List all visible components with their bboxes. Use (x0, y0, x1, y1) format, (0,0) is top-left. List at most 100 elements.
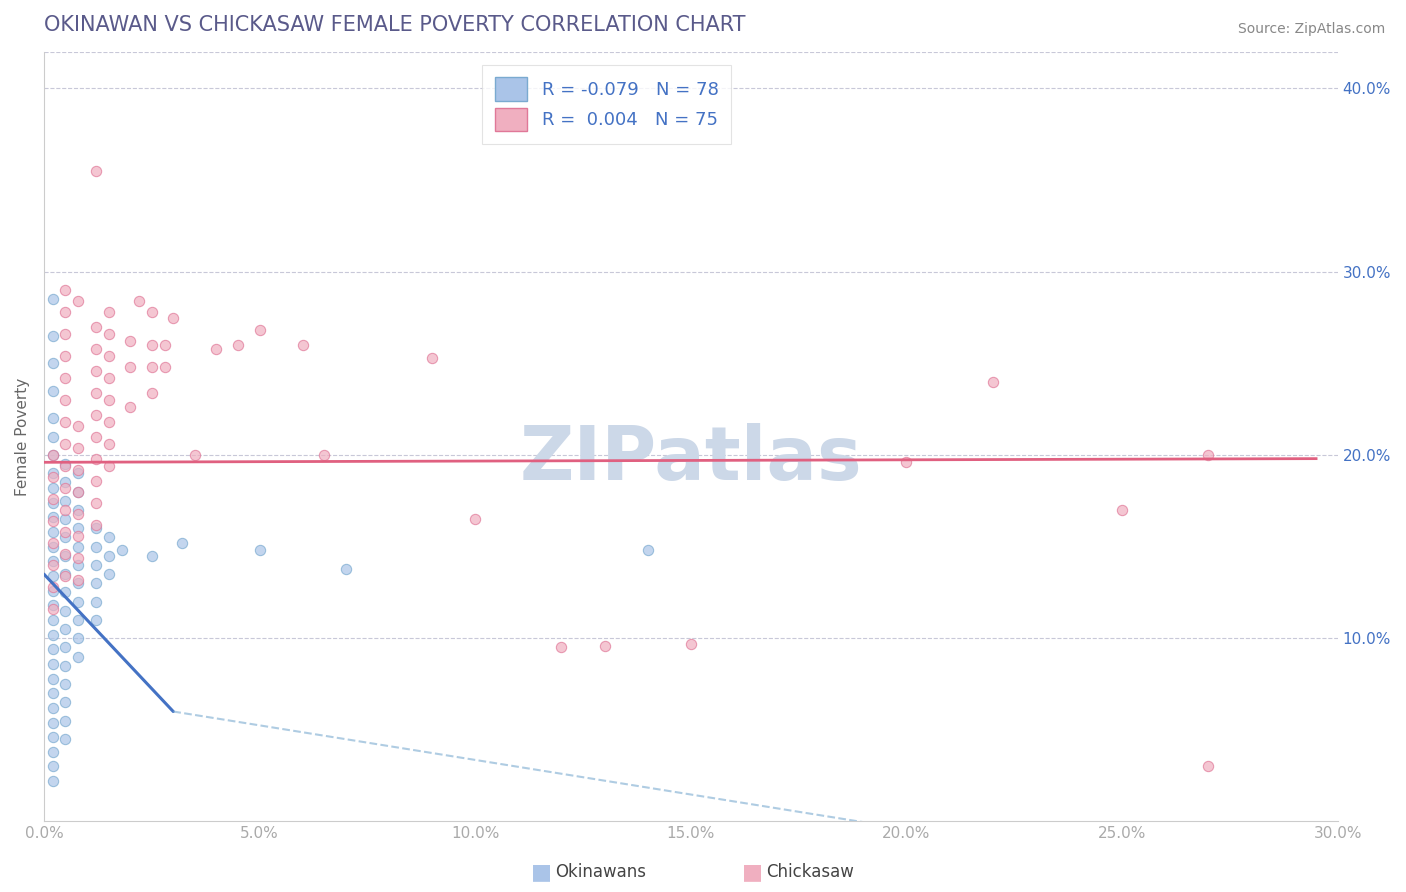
Point (67, 558, 90, 572)
Point (67, 649, 90, 664)
Point (41, 448, 63, 462)
Text: ■: ■ (742, 863, 762, 882)
Point (84, 474, 107, 488)
Point (84, 576, 107, 591)
Point (120, 359, 142, 374)
Point (41, 672, 63, 686)
Point (67, 613, 90, 627)
Y-axis label: Female Poverty: Female Poverty (15, 377, 30, 496)
Point (314, 448, 336, 462)
Point (55, 326, 77, 341)
Point (41, 467, 63, 481)
Point (41, 536, 63, 550)
Text: Source: ZipAtlas.com: Source: ZipAtlas.com (1237, 22, 1385, 37)
Point (84, 385, 107, 400)
Text: OKINAWAN VS CHICKASAW FEMALE POVERTY CORRELATION CHART: OKINAWAN VS CHICKASAW FEMALE POVERTY COR… (44, 15, 745, 35)
Point (637, 543, 659, 558)
Point (41, 599, 63, 613)
Point (110, 543, 132, 558)
Point (97, 549, 120, 563)
Point (84, 495, 107, 509)
Point (41, 514, 63, 528)
Point (67, 484, 90, 499)
Point (67, 441, 90, 455)
Point (41, 448, 63, 462)
Point (67, 467, 90, 481)
Point (41, 627, 63, 641)
Point (84, 451, 107, 466)
Point (162, 310, 184, 325)
Point (55, 547, 77, 561)
Point (55, 585, 77, 599)
Point (184, 448, 207, 462)
Point (55, 531, 77, 545)
Point (120, 334, 142, 349)
Text: Chickasaw: Chickasaw (766, 863, 855, 881)
Point (41, 759, 63, 773)
Point (41, 292, 63, 306)
Point (141, 338, 163, 352)
Point (141, 305, 163, 319)
Point (41, 657, 63, 671)
Point (67, 631, 90, 645)
Point (55, 677, 77, 691)
Point (84, 517, 107, 532)
Point (84, 540, 107, 554)
Point (41, 554, 63, 568)
Text: Okinawans: Okinawans (555, 863, 647, 881)
Point (55, 549, 77, 563)
Point (55, 349, 77, 363)
Point (41, 430, 63, 444)
Point (153, 359, 176, 374)
Point (55, 493, 77, 508)
Point (97, 371, 120, 385)
Point (84, 521, 107, 535)
Point (55, 512, 77, 526)
Point (141, 359, 163, 374)
Point (84, 430, 107, 444)
Point (41, 540, 63, 554)
Point (97, 349, 120, 363)
Point (97, 415, 120, 429)
Point (97, 305, 120, 319)
Point (41, 558, 63, 572)
Point (97, 458, 120, 473)
Point (55, 567, 77, 582)
Point (97, 392, 120, 407)
Point (55, 457, 77, 471)
Point (55, 305, 77, 319)
Point (41, 715, 63, 730)
Point (97, 531, 120, 545)
Point (291, 338, 314, 352)
Point (981, 375, 1004, 389)
Point (120, 401, 142, 415)
Point (55, 503, 77, 517)
Point (67, 540, 90, 554)
Point (67, 484, 90, 499)
Point (55, 415, 77, 429)
Point (41, 602, 63, 616)
Point (67, 521, 90, 535)
Point (141, 549, 163, 563)
Point (249, 323, 271, 337)
Point (84, 319, 107, 334)
Point (55, 569, 77, 583)
Point (420, 351, 443, 365)
Point (84, 558, 107, 572)
Point (205, 342, 228, 356)
Point (55, 458, 77, 473)
Point (41, 491, 63, 506)
Point (67, 528, 90, 542)
Point (84, 164, 107, 178)
Point (170, 536, 193, 550)
Point (55, 731, 77, 746)
Point (128, 293, 150, 308)
Text: ZIPatlas: ZIPatlas (519, 423, 862, 496)
Point (41, 329, 63, 343)
Point (55, 640, 77, 655)
Point (464, 512, 486, 526)
Point (335, 561, 357, 575)
Point (141, 385, 163, 400)
Point (41, 384, 63, 398)
Point (896, 455, 918, 469)
